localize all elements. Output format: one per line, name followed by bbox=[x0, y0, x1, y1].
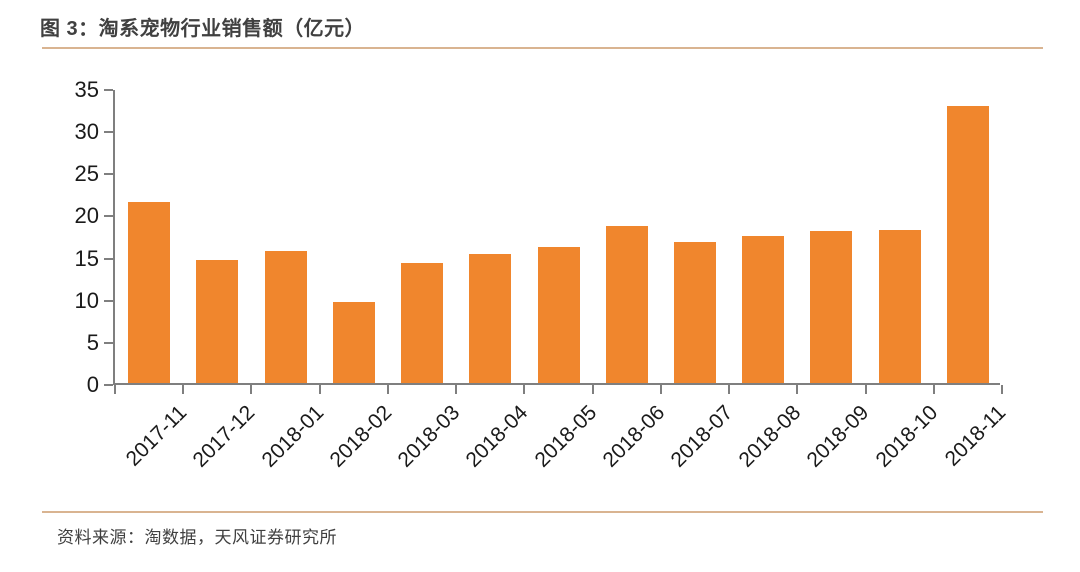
x-axis-tick bbox=[932, 385, 935, 394]
y-axis-tick bbox=[104, 299, 113, 302]
bar-2018-09 bbox=[810, 231, 853, 383]
y-axis-label: 10 bbox=[74, 287, 99, 313]
x-axis-tick bbox=[796, 385, 799, 394]
x-axis-tick bbox=[728, 385, 731, 394]
bar-2018-06 bbox=[605, 226, 648, 383]
x-axis-tick bbox=[523, 385, 526, 394]
x-axis-tick bbox=[1001, 385, 1003, 394]
x-axis-tick bbox=[455, 385, 458, 394]
x-axis-tick bbox=[864, 385, 867, 394]
bar-2018-04 bbox=[469, 254, 512, 383]
x-axis-tick bbox=[659, 385, 662, 394]
chart-title: 图 3：淘系宠物行业销售额（亿元） bbox=[40, 18, 366, 40]
bar-2018-08 bbox=[742, 235, 785, 383]
x-axis-tick bbox=[386, 385, 389, 394]
x-axis-tick bbox=[182, 385, 185, 394]
y-axis-label: 25 bbox=[74, 161, 99, 187]
bar-2017-12 bbox=[196, 259, 239, 383]
x-axis-tick bbox=[114, 385, 116, 394]
y-axis-label: 15 bbox=[74, 245, 99, 271]
bar-2018-07 bbox=[673, 242, 716, 383]
y-axis-tick bbox=[104, 89, 113, 91]
y-axis-tick bbox=[104, 173, 113, 176]
y-axis-label: 35 bbox=[74, 77, 99, 102]
bar-2017-11 bbox=[128, 201, 171, 383]
title-divider-line bbox=[42, 47, 1043, 49]
y-axis-tick bbox=[104, 257, 113, 260]
y-axis-label: 5 bbox=[86, 329, 99, 355]
y-axis-tick bbox=[104, 215, 113, 218]
bar-chart-plot-area: 0 5 10 15 20 25 30 35 2017-11 2017-12 2018-01 2018-… bbox=[75, 77, 1011, 472]
y-axis-tick bbox=[104, 384, 113, 386]
bar-2018-02 bbox=[332, 302, 375, 383]
x-axis-tick bbox=[318, 385, 321, 394]
y-axis-label: 20 bbox=[74, 203, 99, 229]
bar-2018-03 bbox=[401, 263, 444, 383]
y-axis-label: 30 bbox=[74, 119, 99, 145]
bar-2018-01 bbox=[264, 250, 307, 383]
source-text: 资料来源：淘数据，天风证券研究所 bbox=[57, 528, 337, 547]
bar-2018-10 bbox=[878, 229, 921, 383]
x-axis-tick bbox=[591, 385, 594, 394]
bar-2018-05 bbox=[537, 247, 580, 383]
y-axis-tick bbox=[104, 341, 113, 344]
footer-divider-line bbox=[42, 511, 1043, 513]
y-axis-tick bbox=[104, 131, 113, 134]
y-axis-label: 0 bbox=[86, 372, 99, 397]
x-axis-tick bbox=[250, 385, 253, 394]
bar-2018-11 bbox=[946, 105, 989, 383]
